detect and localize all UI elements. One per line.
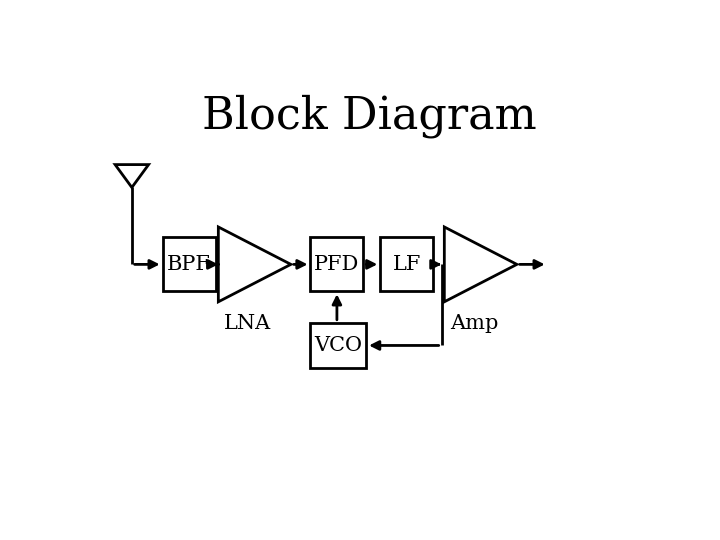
Text: Block Diagram: Block Diagram: [202, 94, 536, 138]
Bar: [163, 238, 215, 292]
Text: Amp: Amp: [450, 314, 498, 333]
Polygon shape: [115, 165, 148, 187]
Bar: [380, 238, 433, 292]
Text: BPF: BPF: [167, 255, 211, 274]
Text: LF: LF: [392, 255, 421, 274]
Bar: [310, 322, 366, 368]
Text: PFD: PFD: [314, 255, 359, 274]
Text: VCO: VCO: [315, 336, 362, 355]
Polygon shape: [444, 227, 517, 302]
Bar: [310, 238, 364, 292]
Text: LNA: LNA: [224, 314, 271, 333]
Polygon shape: [218, 227, 291, 302]
